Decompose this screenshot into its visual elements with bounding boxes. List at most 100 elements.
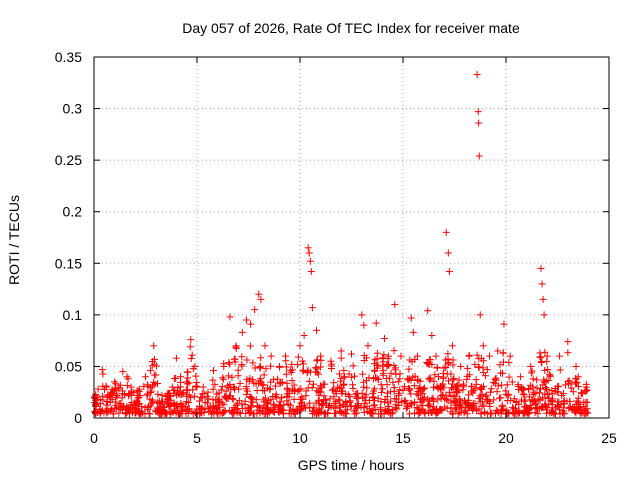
data-point <box>314 409 322 417</box>
data-point <box>124 375 132 383</box>
data-point <box>477 355 485 363</box>
data-point <box>506 352 514 360</box>
data-point <box>414 376 422 384</box>
data-point <box>174 383 182 391</box>
data-point <box>365 397 373 405</box>
data-point <box>232 343 240 351</box>
data-point <box>296 396 304 404</box>
data-point <box>533 376 541 384</box>
data-point <box>447 384 455 392</box>
data-point <box>475 119 483 127</box>
data-point <box>418 402 426 410</box>
data-point <box>340 373 348 381</box>
data-point <box>537 385 545 393</box>
data-point <box>326 395 334 403</box>
data-point <box>548 390 556 398</box>
data-point <box>387 369 395 377</box>
data-point <box>405 365 413 373</box>
data-point <box>360 404 368 412</box>
data-point <box>380 351 388 359</box>
data-point <box>187 355 195 363</box>
data-point <box>499 349 507 357</box>
data-point <box>494 347 502 355</box>
data-point <box>428 361 436 369</box>
data-point <box>428 331 436 339</box>
data-point <box>224 382 232 390</box>
data-point <box>267 378 275 386</box>
data-point <box>400 397 408 405</box>
data-point <box>527 362 535 370</box>
data-point <box>522 403 530 411</box>
data-point <box>514 381 522 389</box>
data-point <box>389 406 397 414</box>
data-point <box>421 409 429 417</box>
data-point <box>572 362 580 370</box>
data-point <box>342 410 350 418</box>
plot-frame <box>93 56 610 419</box>
data-point <box>119 368 127 376</box>
data-point <box>572 374 580 382</box>
data-point <box>379 369 387 377</box>
data-point <box>449 375 457 383</box>
data-point <box>348 350 355 358</box>
data-point <box>249 410 257 418</box>
data-point <box>421 384 429 392</box>
data-point <box>259 381 267 389</box>
data-point <box>135 399 143 407</box>
data-point <box>409 328 417 336</box>
data-point <box>340 367 348 375</box>
data-point <box>486 352 494 360</box>
data-point <box>327 364 335 372</box>
data-point <box>147 387 155 395</box>
data-point <box>525 385 533 393</box>
data-point <box>278 393 286 401</box>
data-point <box>183 380 191 388</box>
data-point <box>317 356 325 364</box>
data-point <box>521 402 529 410</box>
data-point <box>108 405 116 413</box>
data-point <box>543 385 551 393</box>
data-point <box>476 384 484 392</box>
data-point <box>543 352 551 360</box>
data-point <box>115 409 123 417</box>
data-point <box>185 405 193 413</box>
data-point <box>528 396 536 404</box>
data-point <box>407 390 415 398</box>
data-point <box>424 359 432 367</box>
data-point <box>353 390 361 398</box>
data-point <box>520 391 528 399</box>
data-point <box>189 365 197 373</box>
data-point <box>164 400 172 408</box>
data-point <box>457 362 465 370</box>
data-point <box>232 344 240 352</box>
data-point <box>267 396 275 404</box>
data-point <box>184 399 192 407</box>
data-point <box>374 361 382 369</box>
data-point <box>295 406 303 414</box>
y-tick-label: 0.35 <box>55 49 82 65</box>
data-point <box>403 402 411 410</box>
data-point <box>264 405 272 413</box>
data-point <box>582 380 590 388</box>
data-point <box>473 405 481 413</box>
data-point <box>193 383 201 391</box>
data-point <box>96 405 104 413</box>
data-point <box>260 371 268 379</box>
data-point <box>529 375 537 383</box>
data-point <box>154 408 162 416</box>
data-point <box>226 360 234 368</box>
data-point <box>577 408 585 416</box>
data-point <box>296 342 304 350</box>
data-point <box>186 343 194 351</box>
data-point <box>295 386 303 394</box>
data-point <box>148 362 156 370</box>
data-point <box>447 370 455 378</box>
data-point <box>561 381 569 389</box>
data-point <box>127 383 135 391</box>
data-point <box>374 410 382 418</box>
data-point <box>424 360 432 368</box>
data-point <box>192 382 200 390</box>
data-point <box>369 375 377 383</box>
data-point <box>277 405 285 413</box>
data-point <box>479 382 487 390</box>
